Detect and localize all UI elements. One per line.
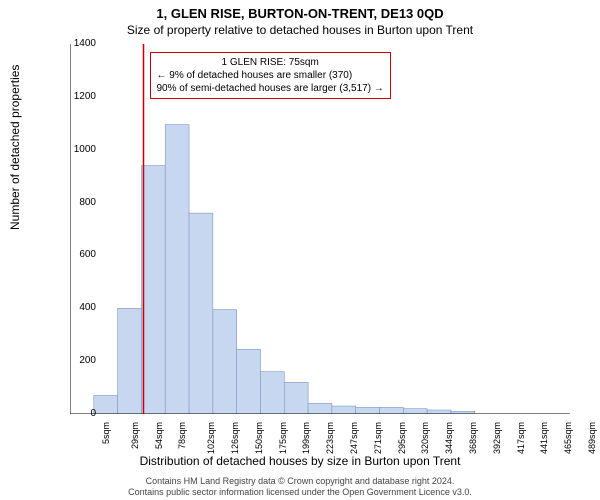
bar (141, 166, 165, 414)
chart-container: 1, GLEN RISE, BURTON-ON-TRENT, DE13 0QD … (0, 0, 600, 500)
footer-line2: Contains public sector information licen… (0, 487, 600, 498)
bar (94, 396, 118, 415)
x-tick-label: 247sqm (349, 422, 359, 454)
annotation-line1: 1 GLEN RISE: 75sqm (157, 56, 384, 69)
annotation-line2: ← 9% of detached houses are smaller (370… (157, 69, 384, 82)
x-tick-label: 344sqm (444, 422, 454, 454)
x-tick-label: 295sqm (397, 422, 407, 454)
bar (332, 406, 356, 414)
x-tick-label: 441sqm (540, 422, 550, 454)
x-tick-label: 199sqm (301, 422, 311, 454)
x-tick-label: 102sqm (206, 422, 216, 454)
x-tick-label: 271sqm (373, 422, 383, 454)
footer: Contains HM Land Registry data © Crown c… (0, 476, 600, 498)
x-tick-label: 417sqm (516, 422, 526, 454)
chart-subtitle: Size of property relative to detached ho… (0, 21, 600, 37)
bar (356, 407, 380, 414)
footer-line1: Contains HM Land Registry data © Crown c… (0, 476, 600, 487)
x-axis-label: Distribution of detached houses by size … (0, 454, 600, 468)
bar (403, 409, 427, 414)
bar (165, 125, 189, 414)
bar (308, 403, 332, 414)
x-tick-label: 392sqm (492, 422, 502, 454)
x-tick-label: 5sqm (101, 422, 111, 444)
bar (427, 410, 451, 414)
bar (260, 372, 284, 414)
annotation-box: 1 GLEN RISE: 75sqm ← 9% of detached hous… (150, 52, 391, 99)
y-tick-label: 1200 (56, 91, 96, 102)
x-tick-label: 78sqm (177, 422, 187, 449)
x-tick-label: 150sqm (254, 422, 264, 454)
y-tick-label: 0 (56, 408, 96, 419)
x-tick-label: 175sqm (278, 422, 288, 454)
bar (213, 310, 237, 414)
bar (284, 382, 308, 414)
x-tick-label: 368sqm (468, 422, 478, 454)
x-tick-label: 223sqm (325, 422, 335, 454)
x-tick-label: 320sqm (420, 422, 430, 454)
y-axis-label: Number of detached properties (8, 65, 22, 230)
bar (189, 213, 213, 414)
y-tick-label: 600 (56, 249, 96, 260)
bar (118, 308, 142, 414)
annotation-line3: 90% of semi-detached houses are larger (… (157, 82, 384, 95)
bar (237, 349, 261, 414)
y-tick-label: 200 (56, 355, 96, 366)
chart-title: 1, GLEN RISE, BURTON-ON-TRENT, DE13 0QD (0, 0, 600, 21)
y-tick-label: 1400 (56, 38, 96, 49)
x-tick-label: 489sqm (587, 422, 597, 454)
x-tick-label: 126sqm (230, 422, 240, 454)
y-tick-label: 1000 (56, 144, 96, 155)
x-tick-label: 29sqm (130, 422, 140, 449)
chart-plot (70, 44, 570, 414)
x-tick-label: 54sqm (154, 422, 164, 449)
bar (380, 407, 404, 414)
y-tick-label: 800 (56, 197, 96, 208)
y-tick-label: 400 (56, 302, 96, 313)
x-tick-label: 465sqm (563, 422, 573, 454)
chart-area: 1 GLEN RISE: 75sqm ← 9% of detached hous… (70, 44, 570, 414)
